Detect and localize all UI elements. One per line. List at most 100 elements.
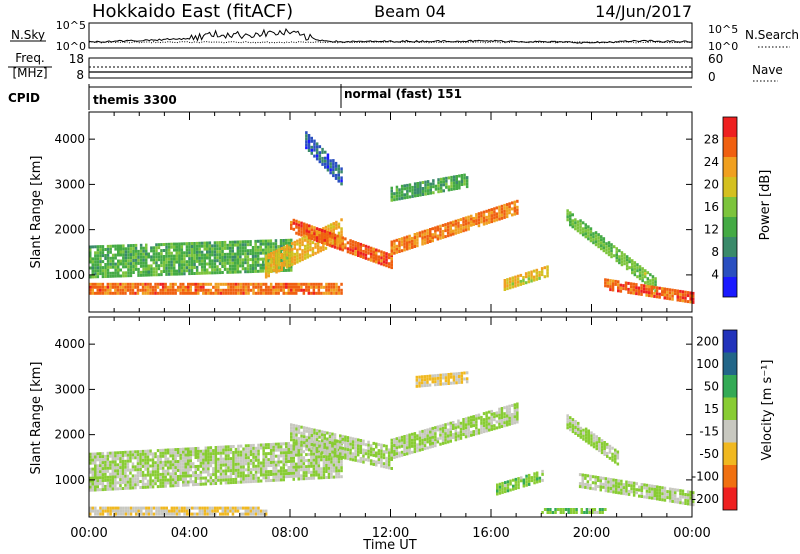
heatmap-cell: [320, 442, 324, 446]
heatmap-cell: [454, 432, 458, 436]
heatmap-cell: [684, 296, 687, 300]
heatmap-cell: [244, 252, 247, 256]
heatmap-cell: [326, 168, 330, 172]
heatmap-cell: [124, 506, 128, 510]
heatmap-cell: [444, 438, 447, 442]
heatmap-cell: [111, 506, 115, 510]
heatmap-cell: [232, 481, 235, 484]
heatmap-cell: [607, 483, 610, 487]
heatmap-cell: [318, 145, 322, 149]
heatmap-cell: [183, 506, 186, 510]
heatmap-cell: [277, 478, 280, 482]
heatmap-cell: [203, 265, 206, 269]
heatmap-cell: [292, 471, 295, 475]
heatmap-cell: [131, 291, 135, 295]
heatmap-cell: [297, 437, 301, 441]
heatmap-cell: [398, 241, 401, 244]
heatmap-cell: [241, 243, 245, 247]
heatmap-cell: [89, 461, 92, 465]
nsky-trace: [88, 28, 693, 44]
heatmap-cell: [640, 486, 644, 489]
heatmap-cell: [89, 260, 92, 264]
heatmap-cell: [109, 506, 112, 510]
heatmap-cell: [297, 450, 300, 454]
heatmap-cell: [287, 268, 290, 272]
heatmap-cell: [403, 435, 406, 438]
heatmap-cell: [298, 241, 302, 245]
heatmap-cell: [445, 176, 448, 180]
heatmap-cell: [629, 291, 633, 295]
heatmap-cell: [393, 251, 396, 255]
heatmap-cell: [131, 282, 135, 286]
heatmap-cell: [119, 454, 122, 458]
heatmap-cell: [157, 273, 161, 277]
heatmap-cell: [213, 265, 217, 269]
heatmap-cell: [508, 283, 512, 287]
heatmap-cell: [464, 417, 468, 421]
heatmap-cell: [679, 501, 682, 505]
heatmap-cell: [449, 439, 452, 443]
heatmap-cell: [505, 203, 509, 207]
heatmap-cell: [305, 477, 308, 481]
heatmap-cell: [185, 266, 189, 270]
heatmap-cell: [274, 239, 278, 243]
heatmap-cell: [319, 249, 322, 253]
heatmap-cell: [89, 509, 92, 513]
heatmap-cell: [326, 153, 330, 157]
heatmap-cell: [297, 453, 300, 457]
heatmap-cell: [282, 457, 285, 461]
heatmap-cell: [180, 245, 184, 249]
heatmap-cell: [686, 490, 690, 494]
heatmap-cell: [465, 185, 469, 189]
heatmap-cell: [317, 461, 321, 465]
heatmap-cell: [279, 478, 283, 482]
heatmap-cell: [288, 258, 291, 262]
heatmap-cell: [247, 456, 250, 460]
heatmap-cell: [505, 408, 509, 412]
heatmap-cell: [159, 466, 162, 470]
heatmap-cell: [99, 248, 102, 252]
heatmap-cell: [234, 459, 238, 463]
heatmap-cell: [434, 229, 437, 233]
heatmap-cell: [127, 512, 130, 516]
heatmap-cell: [689, 291, 692, 295]
heatmap-cell: [267, 260, 270, 264]
heatmap-cell: [359, 245, 363, 249]
heatmap-cell: [546, 271, 549, 275]
heatmap-cell: [183, 263, 186, 267]
heatmap-cell: [562, 511, 565, 514]
heatmap-cell: [614, 448, 617, 452]
heatmap-cell: [354, 244, 357, 248]
heatmap-cell: [527, 274, 531, 278]
heatmap-cell: [369, 258, 373, 262]
heatmap-cell: [411, 191, 414, 195]
heatmap-cell: [346, 457, 350, 461]
heatmap-cell: [298, 259, 302, 263]
heatmap-cell: [91, 458, 94, 462]
heatmap-cell: [327, 454, 331, 458]
heatmap-cell: [101, 506, 105, 510]
heatmap-cell: [380, 259, 383, 263]
heatmap-cell: [599, 479, 602, 483]
heatmap-cell: [449, 221, 452, 225]
heatmap-cell: [176, 288, 180, 292]
heatmap-cell: [119, 244, 122, 248]
heatmap-cell: [262, 512, 265, 516]
heatmap-cell: [292, 459, 295, 463]
heatmap-cell: [146, 470, 150, 474]
heatmap-cell: [206, 244, 209, 248]
heatmap-cell: [650, 493, 654, 497]
heatmap-cell: [493, 424, 496, 428]
heatmap-cell: [411, 435, 414, 439]
heatmap-cell: [603, 444, 606, 447]
heatmap-cell: [214, 482, 218, 485]
heatmap-cell: [282, 239, 285, 242]
heatmap-cell: [684, 499, 687, 502]
heatmap-cell: [139, 465, 142, 468]
heatmap-cell: [154, 479, 157, 483]
heatmap-cell: [364, 253, 368, 257]
heatmap-cell: [566, 420, 569, 424]
heatmap-cell: [236, 270, 240, 274]
heatmap-cell: [176, 481, 180, 484]
heatmap-cell: [121, 463, 125, 466]
